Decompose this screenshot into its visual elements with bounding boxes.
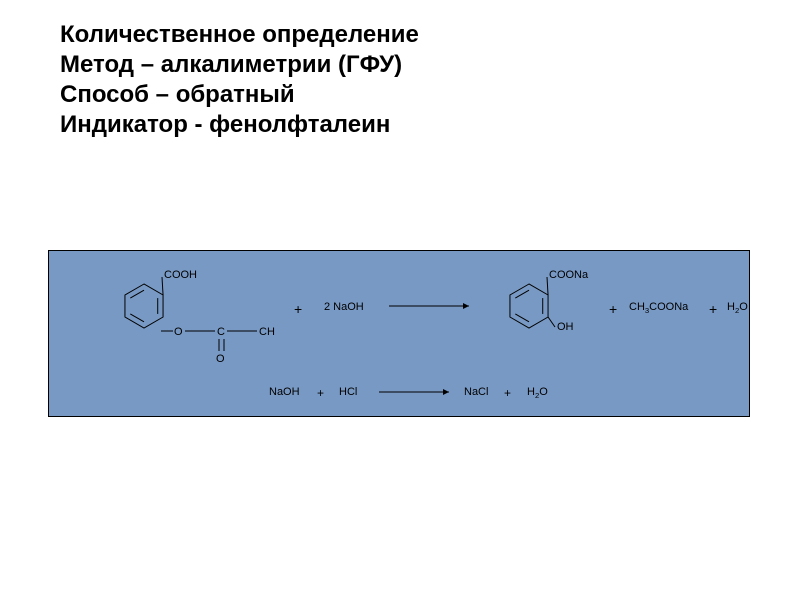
slide-heading: Количественное определениеМетод – алкали… [60,20,760,140]
reactant-cooh: COOH [164,269,197,281]
reactant-dbl-o: O [216,353,225,365]
product-oh: OH [557,321,574,333]
slide: Количественное определениеМетод – алкали… [0,0,800,600]
plus-4: + [317,386,324,400]
heading-line: Индикатор - фенолфталеин [60,110,760,140]
ch3coona: CH3COONa [629,301,688,315]
plus-2: + [609,301,617,317]
plus-1: + [294,301,302,317]
hcl: HCl [339,386,357,398]
reactant-c: C [217,326,225,338]
h2o-1: H2O [727,301,748,315]
two-naoh: 2 NaOH [324,301,364,313]
reactant-o: O [174,326,183,338]
plus-3: + [709,301,717,317]
naoh: NaOH [269,386,300,398]
product-coona: COONa [549,269,588,281]
reaction-scheme-box: COOH O C CH O +2 NaOH COONa OH + CH3COONa + H2O NaOH… [48,250,750,417]
reactant-ch: CH [259,326,275,338]
heading-line: Метод – алкалиметрии (ГФУ) [60,50,760,80]
plus-5: + [504,386,511,400]
heading-line: Способ – обратный [60,80,760,110]
reaction-svg [49,251,749,416]
nacl: NaCl [464,386,488,398]
heading-line: Количественное определение [60,20,760,50]
h2o-2: H2O [527,386,548,400]
